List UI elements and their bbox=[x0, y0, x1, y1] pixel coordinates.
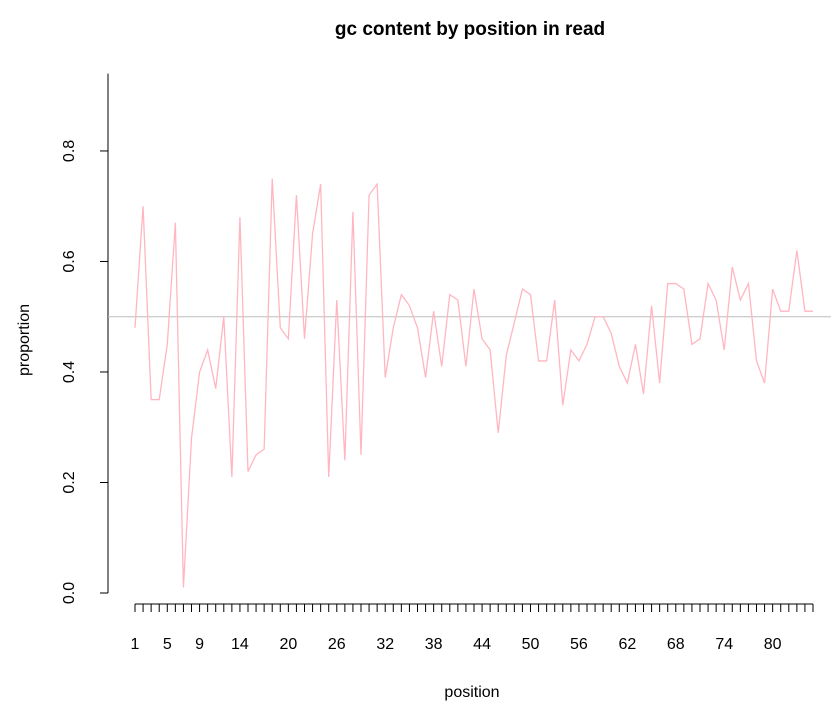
x-tick-label: 44 bbox=[473, 636, 491, 653]
x-tick-label: 32 bbox=[376, 636, 394, 653]
x-tick-label: 80 bbox=[764, 636, 782, 653]
x-tick-label: 50 bbox=[522, 636, 540, 653]
y-tick-label: 0.6 bbox=[61, 250, 78, 272]
x-tick-label: 74 bbox=[715, 636, 733, 653]
x-tick-label: 1 bbox=[131, 636, 140, 653]
x-tick-label: 56 bbox=[570, 636, 588, 653]
x-axis-label: position bbox=[444, 684, 499, 701]
y-axis-label: proportion bbox=[16, 304, 33, 376]
x-tick-label: 14 bbox=[231, 636, 249, 653]
x-tick-label: 62 bbox=[618, 636, 636, 653]
y-tick-label: 0.8 bbox=[61, 140, 78, 162]
x-tick-label: 68 bbox=[667, 636, 685, 653]
x-tick-label: 20 bbox=[279, 636, 297, 653]
x-tick-label: 26 bbox=[328, 636, 346, 653]
chart-title: gc content by position in read bbox=[335, 19, 605, 40]
y-tick-label: 0.2 bbox=[61, 471, 78, 493]
data-line bbox=[134, 178, 813, 588]
x-tick-label: 5 bbox=[163, 636, 172, 653]
y-tick-label: 0.0 bbox=[61, 582, 78, 604]
y-tick-label: 0.4 bbox=[61, 361, 78, 383]
x-tick-label: 38 bbox=[425, 636, 443, 653]
x-tick-label: 9 bbox=[195, 636, 204, 653]
